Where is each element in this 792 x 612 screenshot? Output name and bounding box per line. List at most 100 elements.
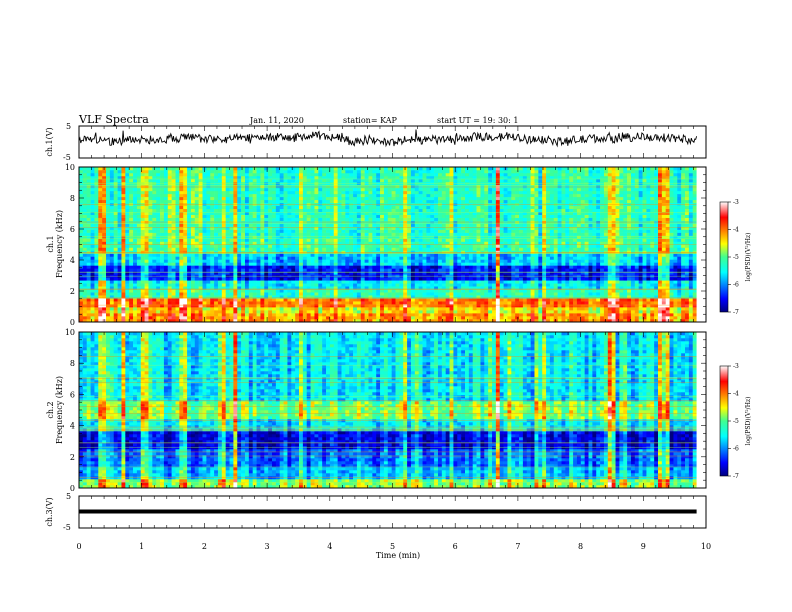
spectrogram-cell [86,319,91,323]
spectrogram-cell [125,226,130,230]
spectrogram-cell [441,196,446,201]
spectrogram-cell [102,205,107,210]
spectrogram-cell [380,256,385,260]
spectrogram-cell [214,178,219,183]
spectrogram-cell [310,235,315,239]
spectrogram-cell [256,232,261,236]
spectrogram-cell [441,226,446,230]
spectrogram-cell [187,268,192,272]
spectrogram-cell [322,223,327,227]
spectrogram-cell [229,190,234,195]
spectrogram-cell [360,265,365,269]
spectrogram-cell [171,169,176,174]
spectrogram-cell [314,229,319,233]
spectrogram-cell [322,229,327,233]
spectrogram-cell [445,226,450,230]
spectrogram-cell [117,244,122,248]
spectrogram-cell [383,283,389,287]
spectrogram-cell [121,247,126,251]
spectrogram-cell [214,271,219,275]
spectrogram-cell [214,244,219,248]
spectrogram-cell [163,208,169,213]
spectrogram-cell [109,247,115,251]
spectrogram-cell [376,211,381,215]
spectrogram-cell [349,295,354,299]
spectrogram-cell [190,298,196,302]
spectrogram-cell [376,175,381,180]
spectrogram-cell [329,208,335,213]
spectrogram-cell [113,217,118,221]
spectrogram-cell [329,167,335,171]
spectrogram-cell [322,241,327,245]
spectrogram-cell [387,229,392,233]
spectrogram-cell [333,178,338,183]
spectrogram-cell [202,193,207,198]
spectrogram-cell [225,229,230,233]
spectrogram-cell [279,310,284,314]
spectrogram-cell [383,211,389,215]
spectrogram-cell [391,181,396,186]
spectrogram-cell [333,256,338,260]
spectrogram-cell [287,283,292,287]
spectrogram-cell [387,292,392,296]
spectrogram-cell [345,167,350,171]
spectrogram-cell [187,280,192,284]
spectrogram-cell [395,253,400,257]
spectrogram-cell [82,205,88,210]
spectrogram-cell [90,172,95,177]
spectrogram-cell [326,223,331,227]
spectrogram-cell [430,304,435,308]
spectrogram-cell [241,169,246,174]
spectrogram-cell [360,238,365,242]
spectrogram-cell [79,268,84,272]
spectrogram-cell [353,310,358,314]
spectrogram-cell [171,319,176,323]
spectrogram-cell [430,178,435,183]
spectrogram-cell [302,214,308,218]
spectrogram-cell [256,262,261,266]
spectrogram-cell [140,304,145,308]
spectrogram-cell [275,280,281,284]
spectrogram-cell [441,241,446,245]
spectrogram-cell [86,172,91,177]
spectrogram-cell [407,205,412,210]
spectrogram-cell [221,235,226,239]
spectrogram-cell [364,319,369,323]
spectrogram-cell [287,190,292,195]
spectrogram-cell [302,265,308,269]
spectrogram-cell [268,310,273,314]
spectrogram-cell [337,307,342,311]
spectrogram-cell [422,310,427,314]
spectrogram-cell [252,169,257,174]
spectrogram-cell [333,319,338,323]
spectrogram-cell [144,211,149,215]
spectrogram-cell [140,232,145,236]
spectrogram-cell [302,199,308,204]
spectrogram-cell [306,313,311,317]
spectrogram-cell [198,190,203,195]
spectrogram-cell [318,316,323,320]
spectrogram-cell [353,214,358,218]
spectrogram-cell [349,184,354,189]
spectrogram-cell [333,265,338,269]
spectrogram-cell [217,262,223,266]
spectrogram-cell [364,295,369,299]
spectrogram-cell [252,271,257,275]
spectrogram-cell [156,256,161,260]
spectrogram-cell [113,187,118,192]
spectrogram-cell [102,181,107,186]
spectrogram-cell [387,313,392,317]
spectrogram-cell [98,199,103,204]
spectrogram-cell [140,319,145,323]
spectrogram-cell [187,304,192,308]
spectrogram-cell [167,259,172,263]
spectrogram-cell [148,244,153,248]
spectrogram-cell [430,244,435,248]
spectrogram-cell [353,178,358,183]
spectrogram-cell [221,223,226,227]
spectrogram-cell [256,190,261,195]
spectrogram-cell [356,187,362,192]
spectrogram-cell [368,319,373,323]
spectrogram-cell [79,319,84,323]
